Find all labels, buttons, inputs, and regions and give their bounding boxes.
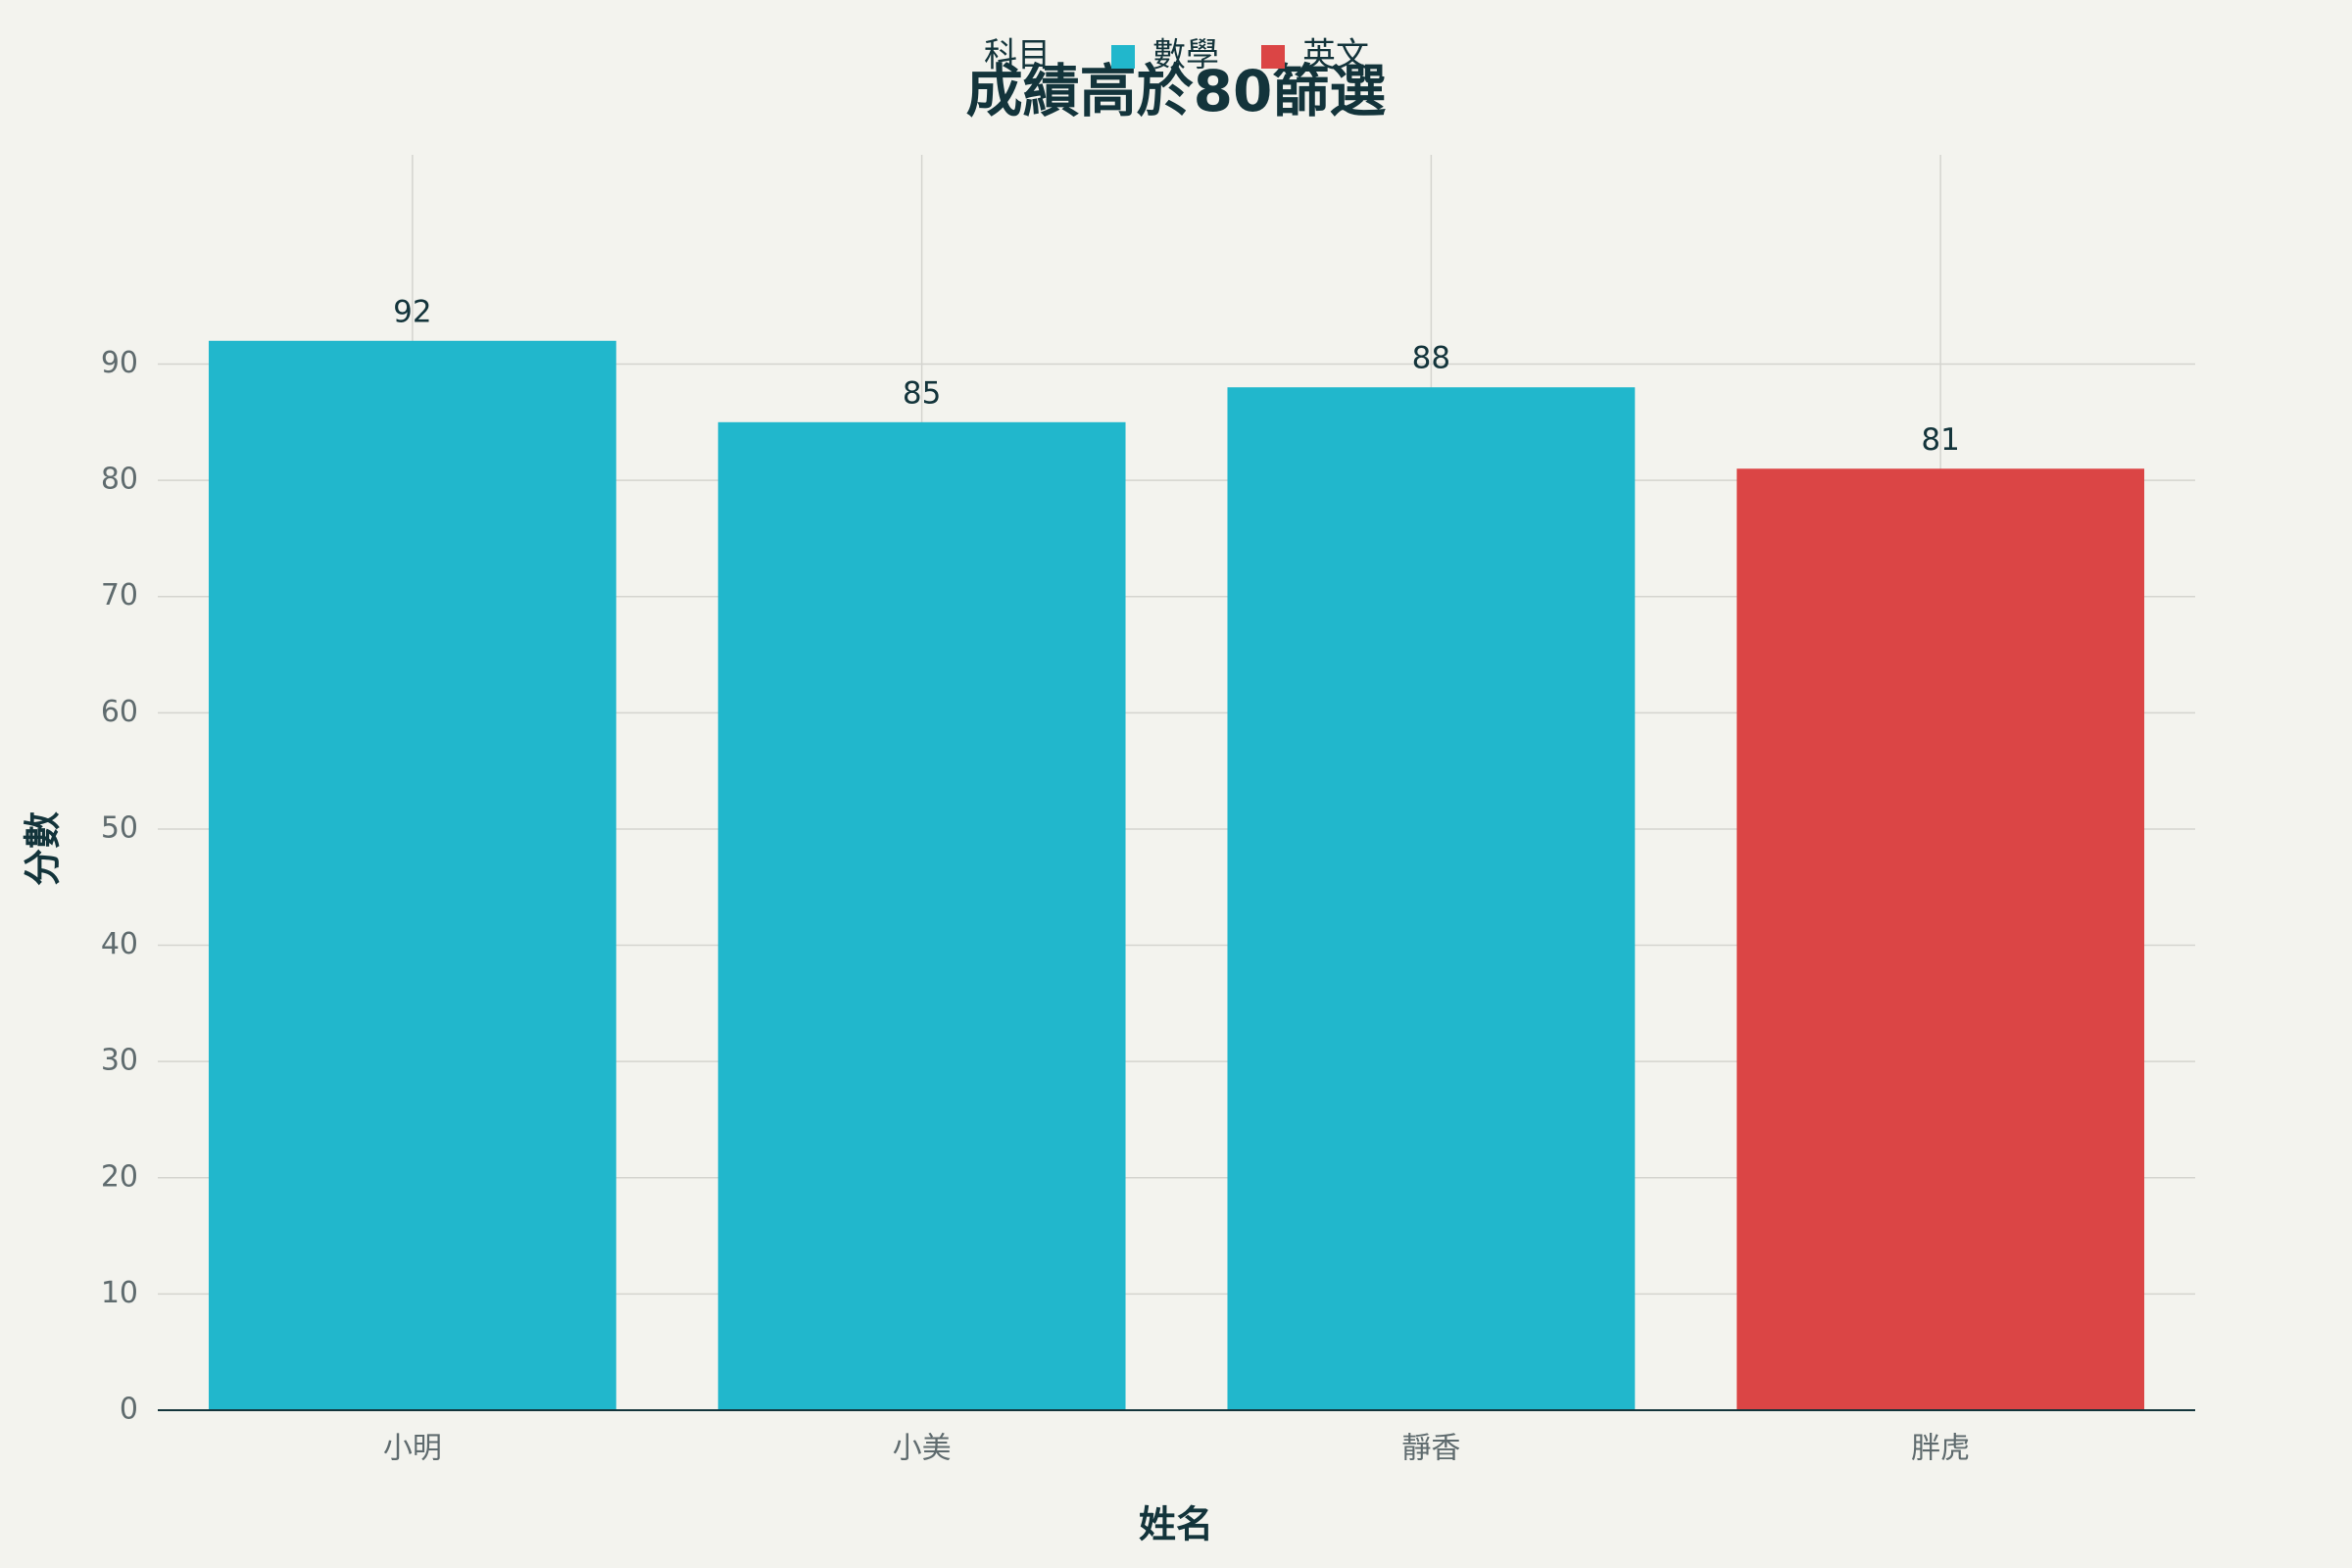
x-tick-label: 小明 <box>383 1432 442 1466</box>
y-tick-label: 80 <box>101 463 138 497</box>
y-tick-label: 70 <box>101 578 138 612</box>
bar <box>1227 387 1636 1411</box>
bar <box>1737 468 2145 1410</box>
data-label: 92 <box>393 294 431 329</box>
y-tick-label: 0 <box>120 1393 138 1427</box>
bar <box>208 340 616 1410</box>
y-tick-label: 90 <box>101 346 138 380</box>
y-tick-label: 30 <box>101 1044 138 1078</box>
legend-swatch <box>1111 45 1135 69</box>
legend-title: 科目 <box>984 36 1051 75</box>
data-label: 85 <box>903 375 941 411</box>
y-tick-label: 50 <box>101 810 138 845</box>
legend-label: 數學 <box>1152 36 1219 75</box>
y-tick-label: 20 <box>101 1159 138 1194</box>
x-axis-title: 姓名 <box>1139 1503 1213 1546</box>
data-label: 88 <box>1412 341 1450 376</box>
x-tick-label: 小美 <box>893 1432 952 1466</box>
bar <box>717 421 1126 1410</box>
data-label: 81 <box>1921 422 1959 458</box>
y-tick-label: 60 <box>101 695 138 729</box>
chart-title: 成績高於80篩選 <box>966 58 1387 124</box>
legend-label: 英文 <box>1302 36 1369 75</box>
x-tick-label: 胖虎 <box>1911 1432 1970 1466</box>
y-axis-title: 分數 <box>22 811 65 886</box>
x-tick-label: 靜香 <box>1401 1432 1460 1466</box>
y-tick-label: 10 <box>101 1276 138 1310</box>
legend-swatch <box>1261 45 1285 69</box>
y-tick-label: 40 <box>101 927 138 961</box>
